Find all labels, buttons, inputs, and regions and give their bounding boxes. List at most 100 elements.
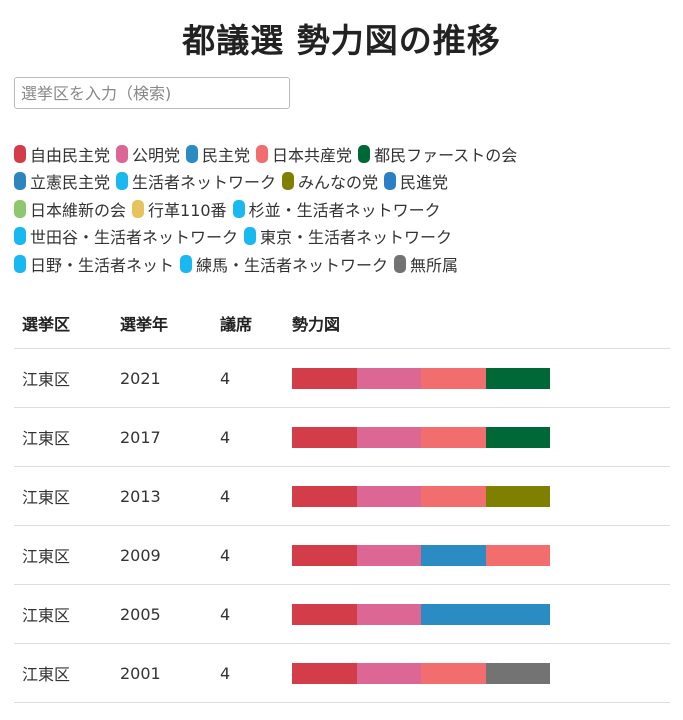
power-cell <box>284 407 670 467</box>
seat-segment-tomin <box>485 426 550 448</box>
district-cell: 江東区 <box>14 348 112 408</box>
seat-bar <box>292 662 550 684</box>
legend-item-seikatsu: 生活者ネットワーク <box>116 169 276 193</box>
legend-item-gyokaku: 行革110番 <box>132 197 227 221</box>
legend-item-nerima: 練馬・生活者ネットワーク <box>180 252 388 276</box>
seat-segment-minshu <box>421 544 486 566</box>
legend-item-minshin: 民進党 <box>384 169 448 193</box>
legend-item-tomin: 都民ファーストの会 <box>358 142 517 166</box>
power-cell <box>284 584 670 644</box>
seat-segment-komei <box>356 603 421 625</box>
legend-row: 立憲民主党 生活者ネットワーク みんなの党 民進党 <box>14 168 674 196</box>
district-cell: 江東区 <box>14 584 112 644</box>
table-row: 江東区 2013 4 <box>14 466 670 526</box>
seat-segment-jimin <box>292 426 357 448</box>
legend-item-komei: 公明党 <box>116 142 180 166</box>
legend-swatch <box>256 144 269 163</box>
header-year[interactable]: 選挙年 <box>112 298 212 349</box>
legend-swatch <box>186 144 199 163</box>
seat-bar <box>292 485 550 507</box>
seats-cell: 4 <box>212 525 284 585</box>
legend-label: 練馬・生活者ネットワーク <box>196 255 389 275</box>
legend-item-jimin: 自由民主党 <box>14 142 110 166</box>
legend-swatch <box>116 172 129 191</box>
legend-item-tokyo: 東京・生活者ネットワーク <box>244 224 452 248</box>
seat-segment-komei <box>356 662 421 684</box>
district-cell: 江東区 <box>14 407 112 467</box>
legend-swatch <box>14 227 26 246</box>
seat-segment-jimin <box>292 603 357 625</box>
legend-label: 立憲民主党 <box>30 173 111 193</box>
seat-segment-minshu <box>421 603 486 625</box>
legend-item-minshu: 民主党 <box>186 142 250 166</box>
legend-label: 日本維新の会 <box>30 200 127 220</box>
legend-item-hino: 日野・生活者ネット <box>14 252 174 276</box>
power-cell <box>284 643 670 703</box>
seat-bar <box>292 544 550 566</box>
legend-swatch <box>282 172 295 191</box>
table-row: 江東区 2001 4 <box>14 643 670 703</box>
legend-item-rikken: 立憲民主党 <box>14 169 110 193</box>
header-seats[interactable]: 議席 <box>212 298 284 349</box>
district-cell: 江東区 <box>14 525 112 585</box>
seat-segment-kyosan <box>421 367 486 389</box>
year-cell: 2005 <box>112 584 212 644</box>
year-cell: 2013 <box>112 466 212 526</box>
party-legend: 自由民主党 公明党 民主党 日本共産党 都民ファーストの会立憲民主党 生活者ネットワーク み… <box>14 140 674 278</box>
seats-cell: 4 <box>212 407 284 467</box>
legend-swatch <box>14 199 26 218</box>
legend-label: 生活者ネットワーク <box>132 173 277 193</box>
seat-segment-jimin <box>292 662 357 684</box>
seat-bar <box>292 603 550 625</box>
seats-cell: 4 <box>212 348 284 408</box>
legend-item-minna: みんなの党 <box>282 169 378 193</box>
seats-cell: 4 <box>212 643 284 703</box>
legend-label: 東京・生活者ネットワーク <box>260 228 453 248</box>
legend-swatch <box>14 172 26 191</box>
seats-cell: 4 <box>212 466 284 526</box>
seat-segment-kyosan <box>485 544 550 566</box>
table-body: 江東区 2021 4 江東区 2017 4 江東区 2013 4 江東区 2009 4 江東区 2005 4… <box>14 348 670 703</box>
legend-swatch <box>384 172 397 191</box>
seat-segment-minshu <box>485 603 550 625</box>
legend-swatch <box>132 199 145 218</box>
legend-label: 自由民主党 <box>30 145 111 165</box>
seat-segment-jimin <box>292 544 357 566</box>
legend-swatch <box>358 144 371 163</box>
table-header-row: 選挙区 選挙年 議席 勢力図 <box>14 298 670 349</box>
seat-segment-komei <box>356 367 421 389</box>
header-power: 勢力図 <box>284 298 670 349</box>
legend-label: 無所属 <box>410 255 459 275</box>
legend-swatch <box>116 144 129 163</box>
legend-swatch <box>394 254 407 273</box>
legend-row: 世田谷・生活者ネットワーク 東京・生活者ネットワーク <box>14 223 674 251</box>
legend-row: 日本維新の会 行革110番 杉並・生活者ネットワーク <box>14 195 674 223</box>
seat-bar <box>292 367 550 389</box>
page-title: 都議選 勢力図の推移 <box>182 21 501 60</box>
seat-segment-kyosan <box>421 426 486 448</box>
results-table: 選挙区 選挙年 議席 勢力図 江東区 2021 4 江東区 2017 4 江東区 2013 4 江… <box>14 298 670 703</box>
table-row: 江東区 2021 4 <box>14 348 670 408</box>
legend-label: 日野・生活者ネット <box>30 255 175 275</box>
legend-label: みんなの党 <box>298 173 379 193</box>
legend-label: 日本共産党 <box>272 145 353 165</box>
seat-segment-komei <box>356 426 421 448</box>
year-cell: 2017 <box>112 407 212 467</box>
legend-label: 公明党 <box>132 145 181 165</box>
legend-swatch <box>232 199 245 218</box>
seat-segment-kyosan <box>421 662 486 684</box>
power-cell <box>284 466 670 526</box>
legend-item-ishin: 日本維新の会 <box>14 197 126 221</box>
seat-segment-komei <box>356 485 421 507</box>
year-cell: 2009 <box>112 525 212 585</box>
seat-segment-mushozoku <box>485 662 550 684</box>
power-cell <box>284 525 670 585</box>
table-row: 江東区 2017 4 <box>14 407 670 467</box>
seats-cell: 4 <box>212 584 284 644</box>
header-district[interactable]: 選挙区 <box>14 298 112 349</box>
legend-swatch <box>244 227 257 246</box>
search-input[interactable] <box>14 77 290 109</box>
legend-item-kyosan: 日本共産党 <box>256 142 352 166</box>
legend-row: 日野・生活者ネット 練馬・生活者ネットワーク 無所属 <box>14 250 674 278</box>
